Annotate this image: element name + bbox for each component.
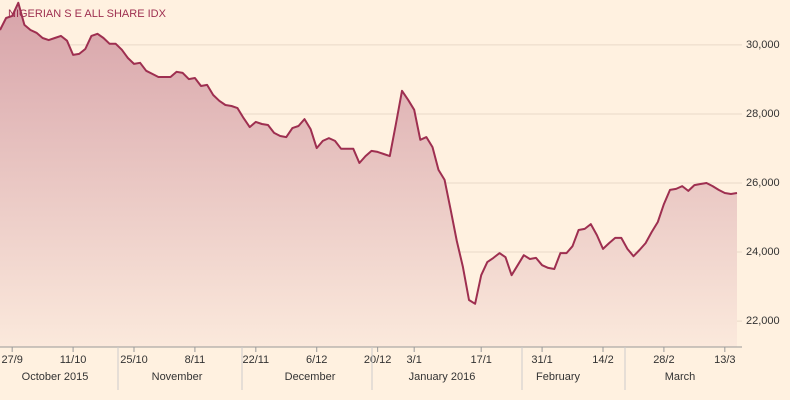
x-tick-label: 28/2 bbox=[653, 354, 674, 366]
month-label: November bbox=[152, 371, 203, 383]
y-tick-label: 26,000 bbox=[746, 177, 780, 189]
line bbox=[0, 1, 738, 305]
plot: 22,000 24,000 26,000 28,000 30,000 27/9 11/10 2… bbox=[0, 1, 780, 390]
x-tick-label: 27/9 bbox=[1, 354, 22, 366]
x-tick-label: 20/12 bbox=[364, 354, 392, 366]
x-tick-label: 6/12 bbox=[306, 354, 327, 366]
area bbox=[0, 2, 737, 348]
y-tick-label: 22,000 bbox=[746, 315, 780, 327]
y-tick-label: 24,000 bbox=[746, 246, 780, 258]
month-label: January 2016 bbox=[409, 371, 476, 383]
month-label: December bbox=[285, 371, 336, 383]
chart-title: NIGERIAN S E ALL SHARE IDX bbox=[8, 8, 167, 20]
x-tick-label: 22/11 bbox=[242, 354, 269, 366]
month-label: October 2015 bbox=[22, 371, 89, 383]
x-tick-label: 25/10 bbox=[120, 354, 148, 366]
x-tick-label: 11/10 bbox=[60, 354, 87, 366]
x-tick-label: 3/1 bbox=[407, 354, 422, 366]
x-tick-label: 13/3 bbox=[714, 354, 735, 366]
x-tick-label: 14/2 bbox=[592, 354, 613, 366]
x-tick-label: 8/11 bbox=[185, 354, 206, 366]
month-label: February bbox=[536, 371, 581, 383]
x-tick-label: 17/1 bbox=[470, 354, 491, 366]
x-tick-label: 31/1 bbox=[531, 354, 552, 366]
y-tick-label: 28,000 bbox=[746, 108, 780, 120]
y-tick-label: 30,000 bbox=[746, 39, 780, 51]
month-label: March bbox=[665, 371, 696, 383]
